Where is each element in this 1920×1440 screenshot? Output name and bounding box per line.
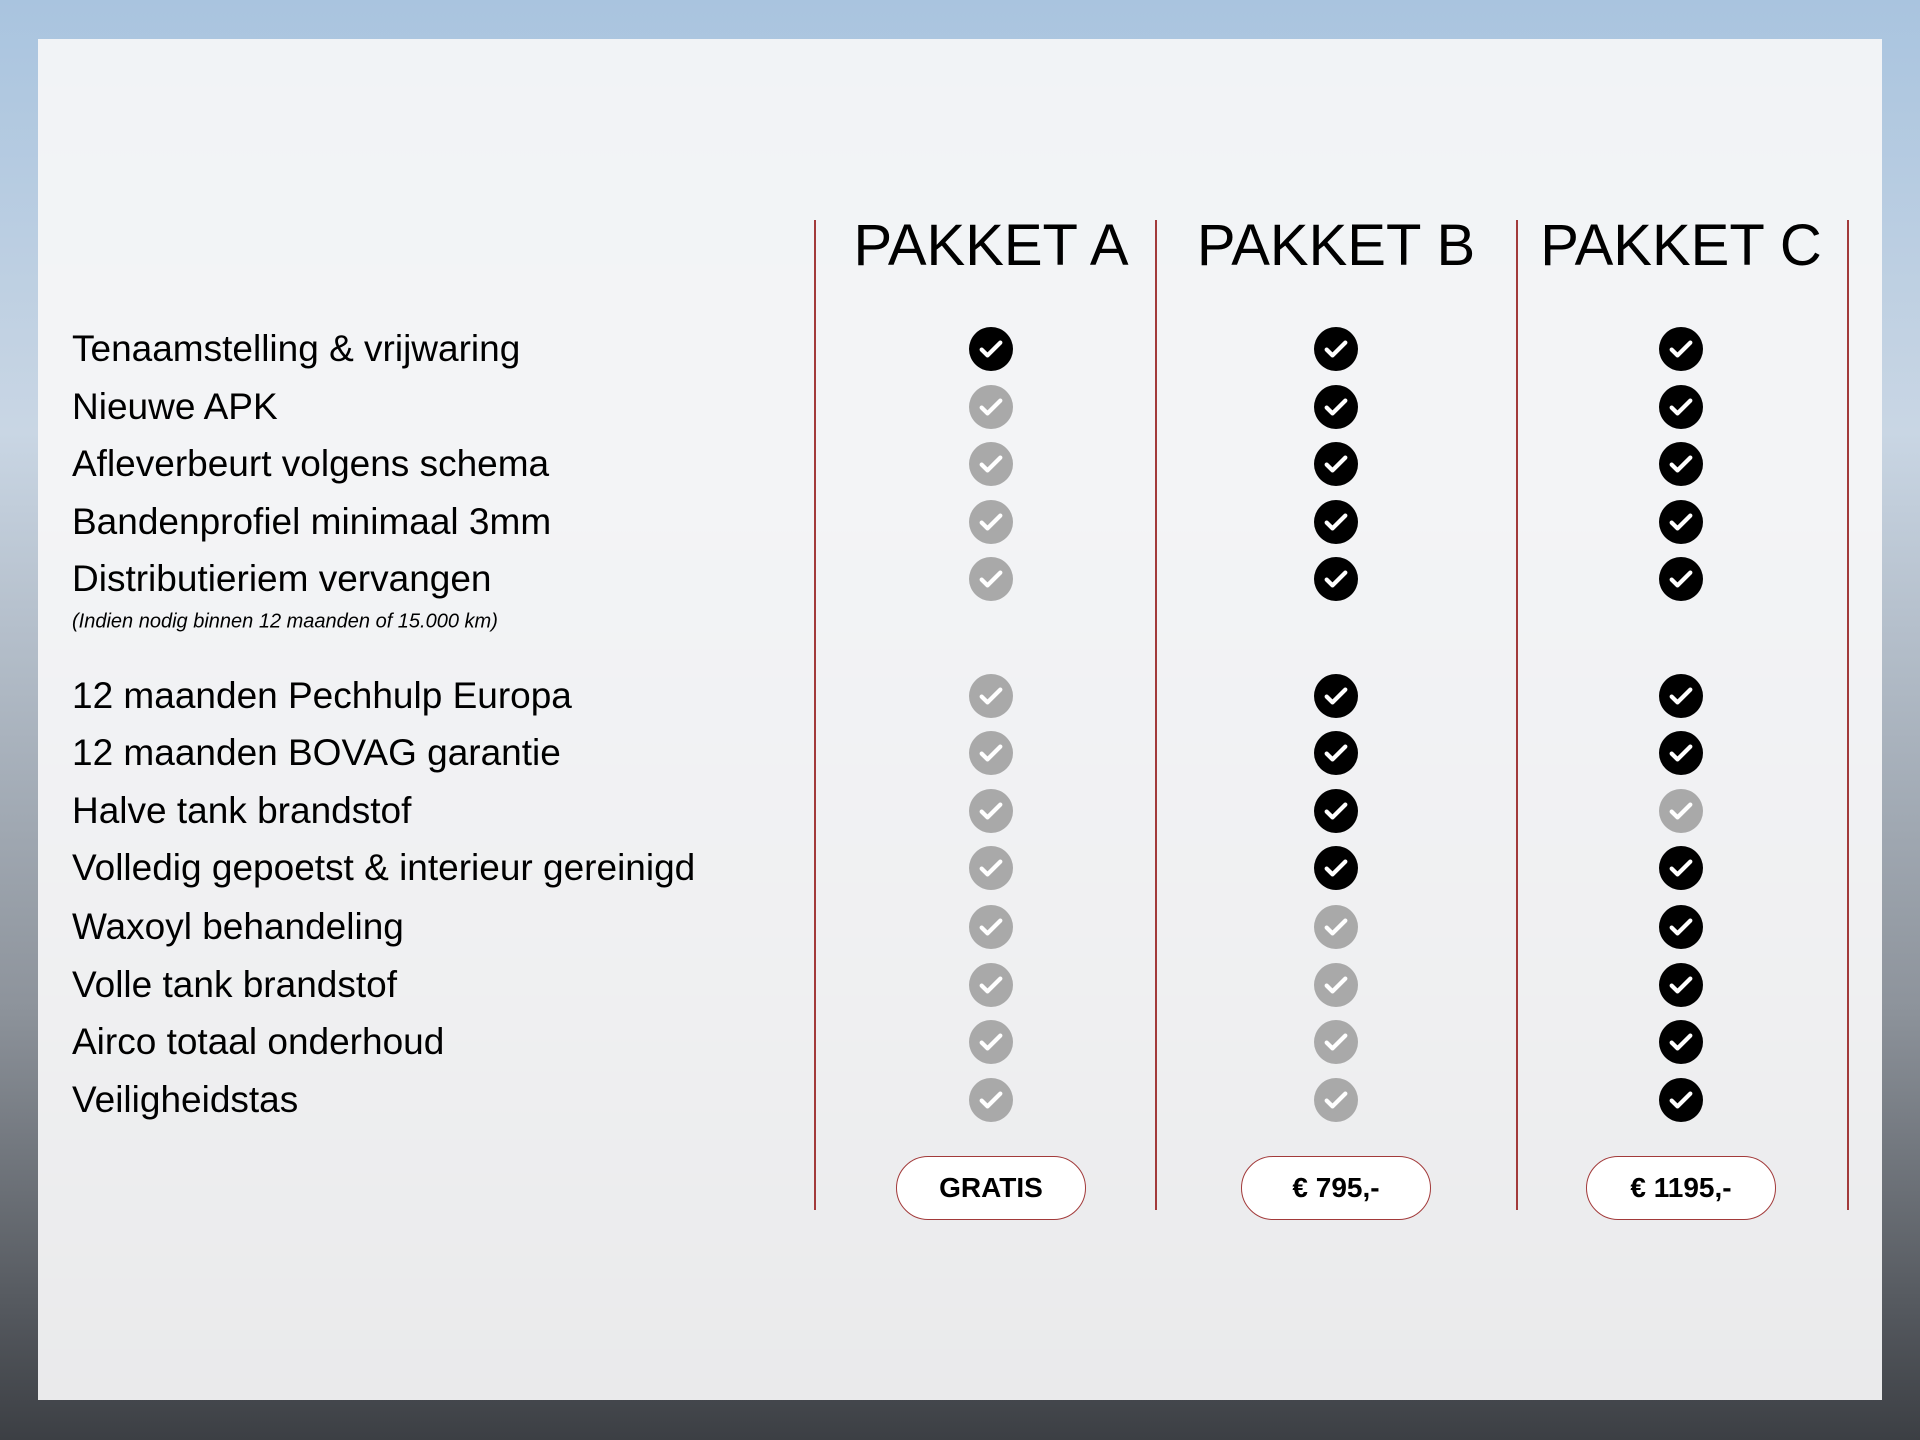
check-circle-icon	[1314, 731, 1358, 775]
check-circle-icon	[1314, 557, 1358, 601]
check-circle-icon	[969, 846, 1013, 890]
check-circle-icon	[969, 500, 1013, 544]
feature-label: Airco totaal onderhoud	[72, 1021, 445, 1062]
price-button[interactable]: € 1195,-	[1586, 1156, 1776, 1220]
column-divider	[814, 220, 816, 1210]
check-circle-icon	[969, 731, 1013, 775]
package-header: PAKKET A	[853, 213, 1129, 278]
check-circle-icon	[969, 1078, 1013, 1122]
check-circle-icon	[1659, 442, 1703, 486]
package-header: PAKKET B	[1196, 213, 1476, 278]
check-circle-icon	[1659, 385, 1703, 429]
check-circle-icon	[1314, 1078, 1358, 1122]
check-circle-icon	[1659, 674, 1703, 718]
column-divider	[1155, 220, 1157, 1210]
check-circle-icon	[1659, 905, 1703, 949]
feature-label: 12 maanden BOVAG garantie	[72, 732, 561, 773]
feature-label: Nieuwe APK	[72, 386, 278, 427]
feature-label: Veiligheidstas	[72, 1079, 299, 1120]
check-circle-icon	[1659, 500, 1703, 544]
check-circle-icon	[1314, 963, 1358, 1007]
feature-label: Bandenprofiel minimaal 3mm	[72, 501, 552, 542]
column-divider	[1516, 220, 1518, 1210]
check-circle-icon	[969, 385, 1013, 429]
check-circle-icon	[969, 905, 1013, 949]
check-circle-icon	[1314, 385, 1358, 429]
check-circle-icon	[1659, 1020, 1703, 1064]
feature-label: Distributieriem vervangen	[72, 558, 492, 599]
check-circle-icon	[1659, 963, 1703, 1007]
package-header: PAKKET C	[1540, 213, 1822, 278]
check-circle-icon	[1314, 500, 1358, 544]
feature-label: Volledig gepoetst & interieur gereinigd	[72, 847, 696, 888]
feature-label: Tenaamstelling & vrijwaring	[72, 328, 521, 369]
check-circle-icon	[1314, 1020, 1358, 1064]
check-circle-icon	[1314, 789, 1358, 833]
check-circle-icon	[1659, 731, 1703, 775]
column-divider	[1847, 220, 1849, 1210]
feature-label: Waxoyl behandeling	[72, 906, 404, 947]
check-circle-icon	[969, 963, 1013, 1007]
check-circle-icon	[1314, 674, 1358, 718]
price-button[interactable]: € 795,-	[1241, 1156, 1431, 1220]
feature-note: (Indien nodig binnen 12 maanden of 15.00…	[72, 610, 498, 633]
feature-label: Halve tank brandstof	[72, 790, 412, 831]
check-circle-icon	[1314, 905, 1358, 949]
check-circle-icon	[1659, 846, 1703, 890]
check-circle-icon	[1314, 846, 1358, 890]
check-circle-icon	[1659, 1078, 1703, 1122]
check-circle-icon	[969, 327, 1013, 371]
check-circle-icon	[1314, 327, 1358, 371]
check-circle-icon	[969, 442, 1013, 486]
check-circle-icon	[1659, 327, 1703, 371]
feature-label: Afleverbeurt volgens schema	[72, 443, 550, 484]
check-circle-icon	[1659, 557, 1703, 601]
feature-label: 12 maanden Pechhulp Europa	[72, 675, 572, 716]
check-circle-icon	[1659, 789, 1703, 833]
price-button[interactable]: GRATIS	[896, 1156, 1086, 1220]
check-circle-icon	[969, 557, 1013, 601]
feature-label: Volle tank brandstof	[72, 964, 397, 1005]
check-circle-icon	[969, 789, 1013, 833]
check-circle-icon	[969, 674, 1013, 718]
check-circle-icon	[969, 1020, 1013, 1064]
check-circle-icon	[1314, 442, 1358, 486]
